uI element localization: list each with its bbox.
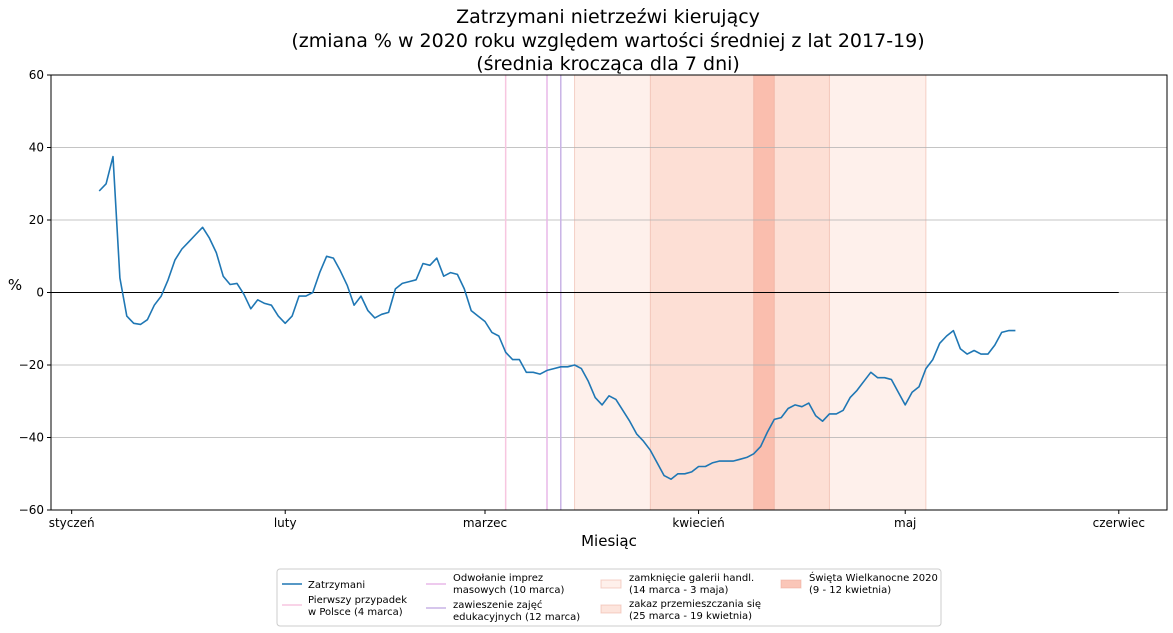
y-tick-label: 20 <box>29 213 44 227</box>
y-tick-label: −60 <box>19 503 44 517</box>
x-tick-label: styczeń <box>49 516 95 530</box>
legend-swatch-span-0 <box>600 579 622 589</box>
legend-label-span-0: zamknięcie galerii handl. (14 marca - 3 m… <box>629 573 754 596</box>
x-tick-label: kwiecień <box>672 516 724 530</box>
legend-label-event-2: zawieszenie zajęć edukacyjnych (12 marca) <box>453 599 580 623</box>
chart-title-line-2: (zmiana % w 2020 roku względem wartości … <box>291 30 924 52</box>
x-tick-label: luty <box>274 516 297 530</box>
y-axis-ticks: −60 −40 −20 0 20 40 60 <box>19 68 51 517</box>
chart-title: Zatrzymani nietrzeźwi kierujący (zmiana … <box>291 6 924 75</box>
legend-label-event-1: Odwołanie imprez masowych (10 marca) <box>453 573 565 596</box>
y-axis-label: % <box>8 276 22 294</box>
y-tick-label: 0 <box>36 286 44 300</box>
series-lines <box>98 155 1016 481</box>
x-tick-label: czerwiec <box>1093 516 1145 530</box>
y-tick-label: −20 <box>19 358 44 372</box>
series-line-0 <box>98 155 1016 481</box>
x-tick-label: marzec <box>463 516 507 530</box>
legend-swatch-span-1 <box>600 604 622 614</box>
y-tick-label: −40 <box>19 431 44 445</box>
legend: Zatrzymani Pierwszy przypadek w Polsce (4 … <box>276 568 942 627</box>
y-tick-label: 60 <box>29 68 44 82</box>
y-tick-label: 40 <box>29 141 44 155</box>
chart-title-line-3: (średnia krocząca dla 7 dni) <box>476 53 740 75</box>
legend-label-span-2: Święta Wielkanocne 2020 (9 - 12 kwietnia) <box>809 571 938 596</box>
legend-label-series: Zatrzymani <box>308 580 365 591</box>
chart-title-line-1: Zatrzymani nietrzeźwi kierujący <box>456 6 760 28</box>
x-axis-label: Miesiąc <box>581 532 637 550</box>
x-axis-ticks: styczeń luty marzec kwiecień maj czerwiec <box>49 510 1145 530</box>
legend-swatch-span-2 <box>780 579 802 589</box>
legend-label-event-0: Pierwszy przypadek w Polsce (4 marca) <box>308 595 407 618</box>
x-tick-label: maj <box>894 516 916 530</box>
legend-label-span-1: zakaz przemieszczania się (25 marca - 19 … <box>629 599 761 622</box>
